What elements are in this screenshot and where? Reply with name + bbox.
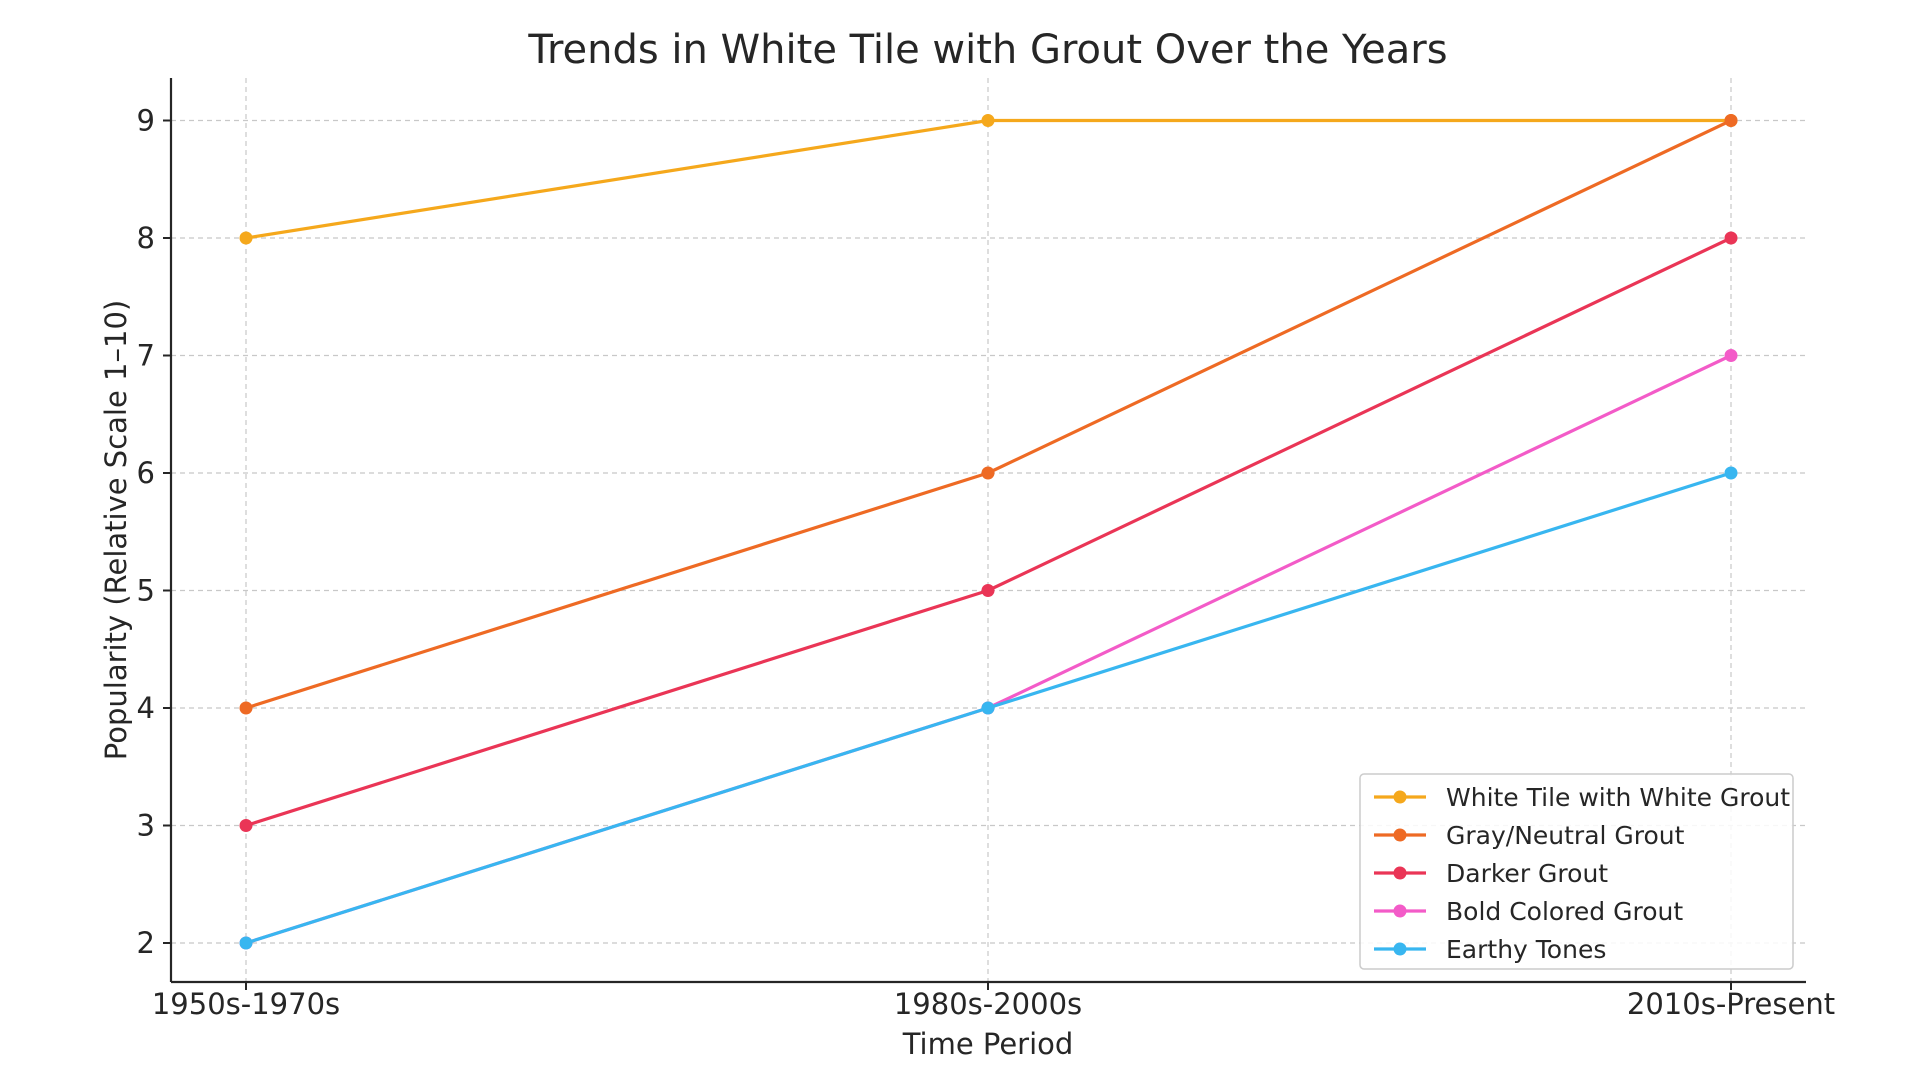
y-axis-label: Popularity (Relative Scale 1–10): [99, 300, 133, 760]
series-group: [239, 114, 1738, 715]
data-point: [981, 584, 995, 597]
y-tick-label: 4: [137, 691, 155, 725]
x-axis-label: Time Period: [902, 1027, 1074, 1061]
x-tick-label: 1980s-2000s: [894, 987, 1082, 1021]
legend-item: Bold Colored Grout: [1374, 897, 1683, 926]
y-tick-label: 8: [137, 221, 155, 255]
legend-label: Bold Colored Grout: [1446, 897, 1683, 926]
x-tick-label: 2010s-Present: [1627, 987, 1835, 1021]
data-point: [1724, 231, 1738, 245]
legend-box: [1359, 773, 1794, 970]
legend-item: Earthy Tones: [1374, 935, 1606, 964]
legend-swatch-marker: [1393, 828, 1407, 842]
legend-label: Darker Grout: [1446, 859, 1608, 888]
legend-swatch-marker: [1393, 866, 1407, 880]
data-point: [1724, 114, 1738, 127]
data-point: [1724, 349, 1738, 362]
data-point: [1724, 466, 1738, 480]
legend-swatch-marker: [1393, 904, 1407, 918]
data-point: [239, 701, 253, 715]
series-group: [239, 466, 1738, 950]
legend-label: Earthy Tones: [1446, 935, 1606, 964]
series-layer: [239, 114, 1738, 950]
legend-swatch-marker: [1393, 942, 1407, 956]
y-tick-label: 2: [137, 926, 155, 960]
legend-label: Gray/Neutral Grout: [1446, 821, 1685, 850]
y-tick-label: 3: [137, 809, 155, 843]
data-point: [981, 466, 995, 480]
legend: White Tile with White Grout Gray/Neutral …: [1359, 773, 1794, 970]
legend-item: Gray/Neutral Grout: [1374, 821, 1685, 850]
y-tick-label: 9: [137, 104, 155, 138]
legend-item: Darker Grout: [1374, 859, 1608, 888]
legend-item: White Tile with White Grout: [1374, 783, 1790, 812]
y-tick-label: 5: [137, 574, 155, 608]
data-point: [239, 936, 253, 950]
data-point: [981, 701, 995, 715]
data-point: [239, 231, 253, 245]
data-point: [981, 114, 995, 127]
x-tick-label: 1950s-1970s: [152, 987, 340, 1021]
y-tick-label: 6: [137, 456, 155, 490]
legend-swatch-marker: [1393, 790, 1407, 804]
series-group: [239, 231, 1738, 832]
y-tick-label: 7: [137, 339, 155, 373]
legend-label: White Tile with White Grout: [1446, 783, 1790, 812]
chart-title: Trends in White Tile with Grout Over the…: [527, 27, 1447, 73]
ticks-layer: 2 3 4 5 6 7 8 9 1950s-1970s 1980s-2000s 2010s-Pres…: [137, 104, 1836, 1022]
data-point: [239, 819, 253, 832]
